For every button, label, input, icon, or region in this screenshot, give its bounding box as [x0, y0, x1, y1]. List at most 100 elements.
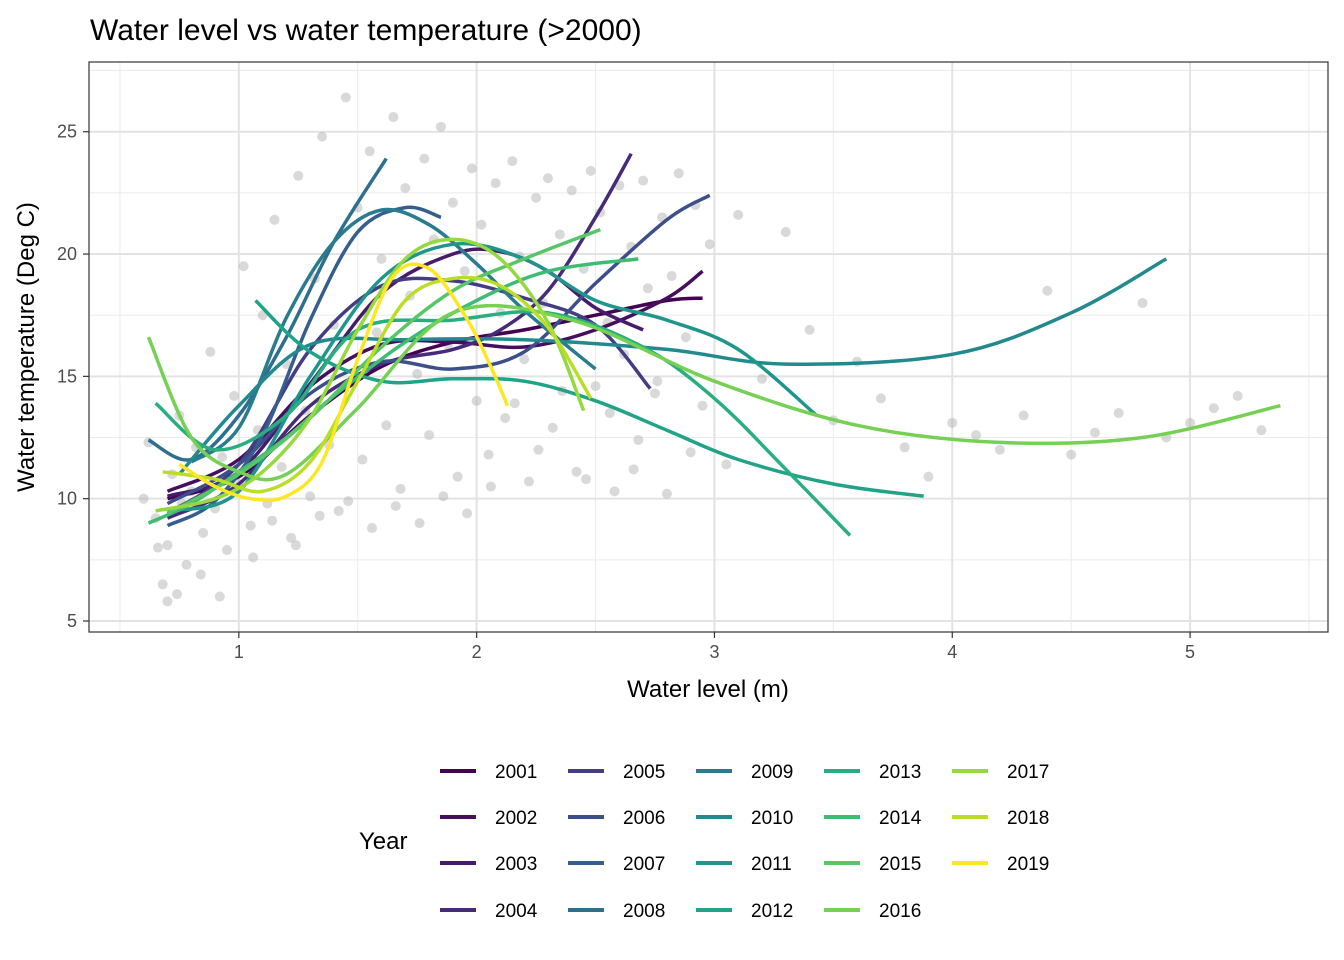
legend-label-2004: 2004 — [495, 901, 538, 922]
data-point — [245, 520, 256, 531]
data-point — [947, 417, 958, 428]
data-point — [371, 327, 382, 338]
legend-item-2006: 2006 — [568, 808, 665, 829]
data-point — [1232, 390, 1243, 401]
data-point — [533, 444, 544, 455]
legend-label-2017: 2017 — [1007, 762, 1049, 783]
y-tick-label: 10 — [57, 489, 77, 509]
data-point — [1113, 408, 1124, 419]
legend-item-2011: 2011 — [696, 854, 792, 875]
x-tick-label: 5 — [1185, 642, 1195, 662]
data-point — [697, 400, 708, 411]
data-point — [221, 545, 232, 556]
data-point — [152, 542, 163, 553]
data-point — [333, 505, 344, 516]
data-point — [780, 227, 791, 238]
y-tick-label: 25 — [57, 122, 77, 142]
data-point — [181, 559, 192, 570]
data-point — [542, 173, 553, 184]
data-point — [138, 493, 149, 504]
data-point — [875, 393, 886, 404]
data-point — [571, 466, 582, 477]
data-point — [971, 430, 982, 441]
data-point — [414, 518, 425, 529]
data-point — [1256, 425, 1267, 436]
series-line-2013 — [154, 309, 852, 537]
legend-label-2014: 2014 — [879, 808, 922, 829]
legend-item-2009: 2009 — [696, 762, 793, 783]
series-line-2012 — [254, 299, 924, 498]
data-point — [290, 540, 301, 551]
x-axis-title: Water level (m) — [627, 676, 789, 703]
data-point — [652, 376, 663, 387]
data-point — [276, 461, 287, 472]
data-point — [500, 412, 511, 423]
data-point — [523, 476, 534, 487]
data-point — [509, 398, 520, 409]
data-point — [1066, 449, 1077, 460]
data-point — [343, 496, 354, 507]
data-point — [581, 474, 592, 485]
scatter-points — [138, 92, 1267, 607]
data-point — [554, 229, 565, 240]
data-point — [733, 209, 744, 220]
data-point — [459, 266, 470, 277]
series-line-2011 — [167, 241, 818, 513]
legend-item-2018: 2018 — [952, 808, 1049, 829]
data-point — [412, 368, 423, 379]
legend-label-2010: 2010 — [751, 808, 793, 829]
data-point — [419, 153, 430, 164]
legend-label-2015: 2015 — [879, 854, 921, 875]
smooth-lines — [146, 152, 1281, 537]
legend-item-2013: 2013 — [824, 762, 921, 783]
data-point — [590, 381, 601, 392]
data-point — [757, 373, 768, 384]
data-point — [217, 452, 228, 463]
data-point — [381, 420, 392, 431]
data-point — [238, 261, 249, 272]
data-point — [633, 434, 644, 445]
data-point — [721, 459, 732, 470]
legend-item-2019: 2019 — [952, 854, 1049, 875]
legend-item-2012: 2012 — [696, 901, 793, 922]
series-line-2019 — [178, 262, 510, 503]
data-point — [1042, 285, 1053, 296]
series-line-2010 — [178, 257, 1168, 476]
data-point — [507, 156, 518, 167]
data-point — [462, 508, 473, 519]
data-point — [195, 569, 206, 580]
x-tick-label: 4 — [947, 642, 957, 662]
data-point — [638, 175, 649, 186]
data-point — [357, 454, 368, 465]
data-point — [395, 483, 406, 494]
legend-item-2003: 2003 — [440, 854, 537, 875]
data-point — [286, 532, 297, 543]
data-point — [649, 388, 660, 399]
data-point — [680, 332, 691, 343]
legend-label-2018: 2018 — [1007, 808, 1049, 829]
data-point — [899, 442, 910, 453]
series-line-2017 — [155, 237, 586, 513]
x-tick-label: 2 — [472, 642, 482, 662]
legend-item-2007: 2007 — [568, 854, 665, 875]
series-line-2015 — [166, 227, 601, 515]
data-point — [162, 540, 173, 551]
series-line-2016 — [146, 303, 1281, 482]
y-tick-label: 5 — [67, 611, 77, 631]
data-point — [390, 501, 401, 512]
data-point — [1089, 427, 1100, 438]
data-point — [519, 354, 530, 365]
legend-label-2012: 2012 — [751, 901, 793, 922]
data-point — [476, 219, 487, 230]
legend-item-2017: 2017 — [952, 762, 1049, 783]
legend-item-2005: 2005 — [568, 762, 665, 783]
data-point — [642, 283, 653, 294]
legend-items: 2001 2002 2003 2004 2005 2006 2007 2008 2009 2010… — [440, 762, 1049, 922]
data-point — [566, 185, 577, 196]
data-point — [317, 131, 328, 142]
y-tick-label: 15 — [57, 366, 77, 386]
data-point — [305, 491, 316, 502]
legend-item-2014: 2014 — [824, 808, 922, 829]
y-axis: 5 10 15 20 25 — [57, 122, 89, 631]
